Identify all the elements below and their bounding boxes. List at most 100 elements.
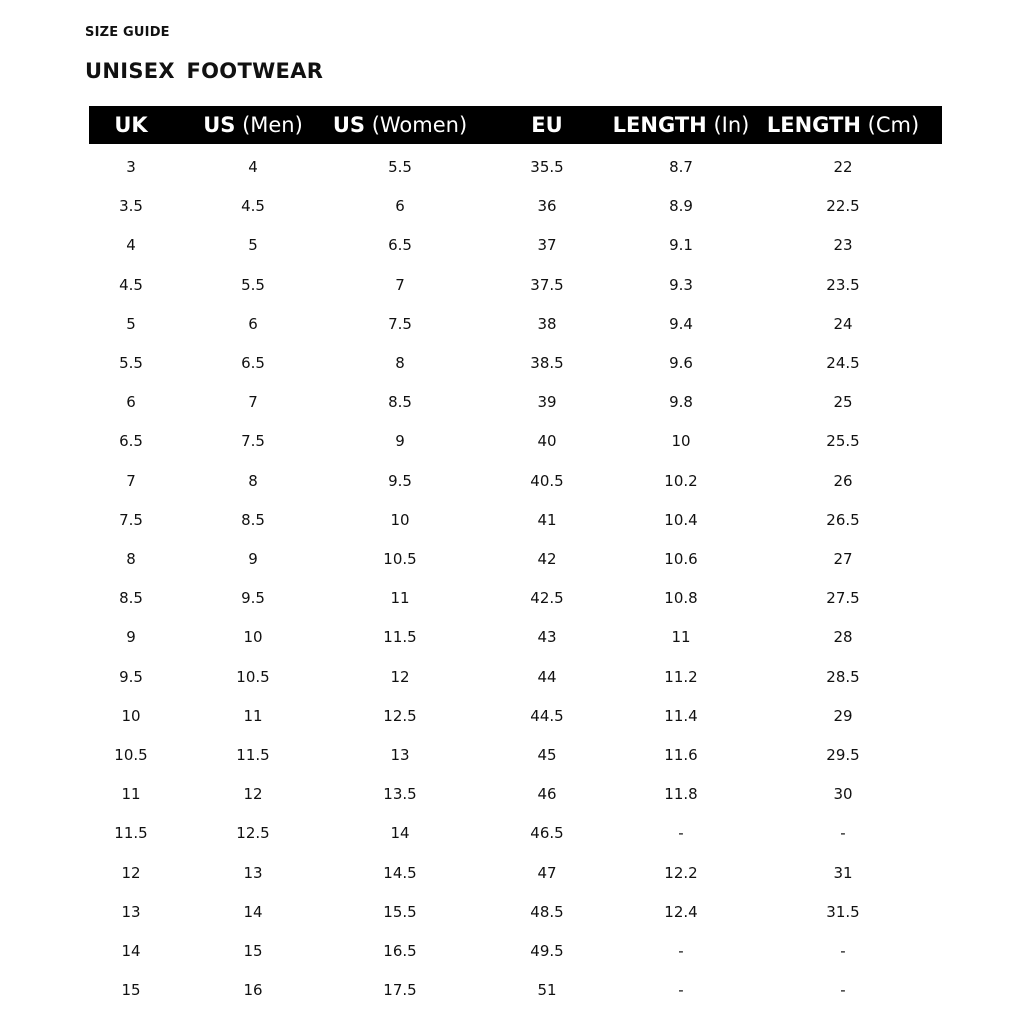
table-cell: 29.5 bbox=[826, 746, 860, 764]
table-row: 3.5 4.5 6 36 8.9 22.5 bbox=[89, 187, 942, 226]
table-cell: 28.5 bbox=[826, 667, 860, 686]
table-cell: 12.5 bbox=[236, 824, 270, 843]
table-cell: 35.5 bbox=[530, 158, 564, 176]
table-cell: 23.5 bbox=[826, 275, 860, 294]
table-cell: 40.5 bbox=[530, 471, 564, 490]
table-cell: 44.5 bbox=[530, 706, 564, 725]
table-cell: 28 bbox=[833, 628, 853, 647]
table-cell: 15.5 bbox=[383, 902, 417, 921]
table-cell: 15 bbox=[243, 942, 263, 960]
table-row: 9 10 11.5 43 11 28 bbox=[89, 618, 942, 657]
table-cell: 9.8 bbox=[669, 393, 693, 412]
table-cell: 37.5 bbox=[530, 275, 564, 294]
table-cell: 6 bbox=[248, 314, 258, 333]
table-cell: 8.9 bbox=[669, 197, 693, 216]
table-cell: 31.5 bbox=[826, 902, 860, 921]
table-row: 8 9 10.5 42 10.6 27 bbox=[89, 540, 942, 579]
table-cell: 7.5 bbox=[119, 510, 143, 529]
table-cell: 11.8 bbox=[664, 785, 698, 804]
table-cell: 43 bbox=[537, 628, 557, 647]
column-header-bold: US bbox=[203, 113, 236, 137]
table-header: UK US (Men) US (Women) EU LENGTH (In) LENGTH … bbox=[89, 106, 942, 144]
table-row: 14 15 16.5 49.5 - - bbox=[89, 932, 942, 971]
table-cell: 10.2 bbox=[664, 471, 698, 490]
table-cell: 11.6 bbox=[664, 746, 698, 764]
table-cell: 8 bbox=[126, 550, 136, 568]
size-guide-label: SIZE GUIDE bbox=[85, 25, 170, 40]
table-cell: 8 bbox=[248, 471, 258, 490]
table-cell: 10.4 bbox=[664, 510, 698, 529]
table-cell: 8.5 bbox=[119, 589, 143, 608]
table-cell: 31 bbox=[833, 863, 853, 882]
table-cell: 8.7 bbox=[669, 158, 693, 176]
column-header-bold: LENGTH bbox=[612, 113, 707, 137]
table-cell: - bbox=[840, 824, 846, 843]
table-cell: - bbox=[678, 942, 684, 960]
column-header-bold: LENGTH bbox=[766, 113, 861, 137]
table-cell: 27.5 bbox=[826, 589, 860, 608]
column-header-unit: (Men) bbox=[242, 113, 303, 137]
table-cell: 12 bbox=[121, 863, 141, 882]
table-cell: 10 bbox=[121, 706, 141, 725]
table-cell: 7 bbox=[126, 471, 136, 490]
table-cell: 10 bbox=[671, 432, 691, 451]
table-cell: 9 bbox=[126, 628, 136, 647]
table-cell: - bbox=[678, 981, 684, 1000]
table-cell: 39 bbox=[537, 393, 557, 412]
table-cell: 9.5 bbox=[241, 589, 265, 608]
page-title: UNISEX FOOTWEAR bbox=[85, 59, 324, 83]
table-cell: 5.5 bbox=[388, 158, 412, 176]
table-cell: - bbox=[840, 942, 846, 960]
table-cell: 12.4 bbox=[664, 902, 698, 921]
column-header: LENGTH (Cm) bbox=[767, 106, 919, 145]
table-cell: 10 bbox=[243, 628, 263, 647]
table-cell: 5 bbox=[248, 236, 258, 255]
table-row: 10.5 11.5 13 45 11.6 29.5 bbox=[89, 736, 942, 775]
table-cell: 10.6 bbox=[664, 550, 698, 568]
column-header: EU bbox=[531, 106, 562, 145]
table-cell: 7 bbox=[248, 393, 258, 412]
table-cell: 11.5 bbox=[383, 628, 417, 647]
table-row: 6 7 8.5 39 9.8 25 bbox=[89, 383, 942, 422]
table-cell: 11.5 bbox=[114, 824, 148, 843]
table-row: 11.5 12.5 14 46.5 - - bbox=[89, 814, 942, 853]
table-cell: 15 bbox=[121, 981, 141, 1000]
table-cell: 44 bbox=[537, 667, 557, 686]
table-row: 3 4 5.5 35.5 8.7 22 bbox=[89, 148, 942, 187]
table-cell: 10.8 bbox=[664, 589, 698, 608]
table-cell: 4.5 bbox=[119, 275, 143, 294]
table-cell: 3.5 bbox=[119, 197, 143, 216]
table-cell: - bbox=[678, 824, 684, 843]
table-row: 4.5 5.5 7 37.5 9.3 23.5 bbox=[89, 266, 942, 305]
table-row: 8.5 9.5 11 42.5 10.8 27.5 bbox=[89, 579, 942, 618]
table-cell: 8.5 bbox=[241, 510, 265, 529]
column-header: LENGTH (In) bbox=[613, 106, 750, 145]
table-row: 10 11 12.5 44.5 11.4 29 bbox=[89, 697, 942, 736]
column-header-bold: EU bbox=[531, 113, 563, 137]
table-row: 5.5 6.5 8 38.5 9.6 24.5 bbox=[89, 344, 942, 383]
table-cell: - bbox=[840, 981, 846, 1000]
table-cell: 8 bbox=[395, 354, 405, 372]
table-cell: 26 bbox=[833, 471, 853, 490]
table-cell: 46 bbox=[537, 785, 557, 804]
table-cell: 7.5 bbox=[388, 314, 412, 333]
table-cell: 8.5 bbox=[388, 393, 412, 412]
table-cell: 24 bbox=[833, 314, 853, 333]
column-header-unit: (Cm) bbox=[867, 113, 920, 137]
table-row: 11 12 13.5 46 11.8 30 bbox=[89, 775, 942, 814]
table-cell: 40 bbox=[537, 432, 557, 451]
table-cell: 11.4 bbox=[664, 706, 698, 725]
table-cell: 9.1 bbox=[669, 236, 693, 255]
table-cell: 45 bbox=[537, 746, 557, 764]
table-cell: 47 bbox=[537, 863, 557, 882]
table-cell: 4.5 bbox=[241, 197, 265, 216]
table-cell: 9.3 bbox=[669, 275, 693, 294]
table-cell: 13.5 bbox=[383, 785, 417, 804]
table-cell: 12.5 bbox=[383, 706, 417, 725]
table-cell: 14 bbox=[243, 902, 263, 921]
table-row: 5 6 7.5 38 9.4 24 bbox=[89, 305, 942, 344]
table-cell: 42 bbox=[537, 550, 557, 568]
table-row: 9.5 10.5 12 44 11.2 28.5 bbox=[89, 658, 942, 697]
table-cell: 14 bbox=[121, 942, 141, 960]
table-cell: 41 bbox=[537, 510, 557, 529]
